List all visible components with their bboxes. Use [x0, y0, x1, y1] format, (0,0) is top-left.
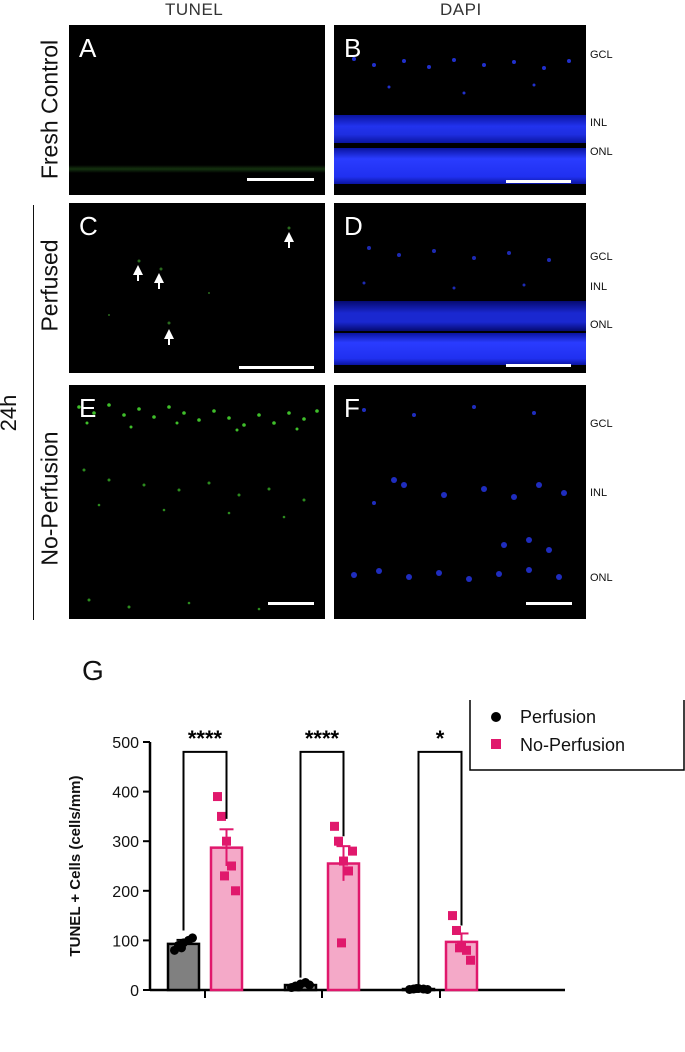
panel-label-b: B	[344, 33, 362, 63]
data-point	[220, 871, 229, 881]
row-label-no-perfusion: No-Perfusion	[36, 431, 63, 566]
layer-label-inl: INL	[590, 281, 608, 293]
scale-bar	[526, 602, 572, 605]
data-point	[217, 811, 226, 821]
data-point	[412, 984, 421, 994]
significance-bracket	[417, 750, 463, 986]
panel-label-c: C	[79, 211, 98, 241]
panel-c-tunel-perfused: C	[69, 203, 325, 373]
panel-label-d: D	[344, 211, 363, 241]
data-point	[466, 955, 475, 965]
legend-label: Perfusion	[520, 707, 596, 727]
panel-d-dapi-perfused: D	[334, 203, 586, 373]
panel-label-f: F	[344, 393, 360, 423]
significance-bracket	[299, 750, 345, 978]
data-point	[462, 945, 471, 955]
panel-e-tunel-no-perfusion: E	[69, 385, 325, 619]
layer-label-onl: ONL	[590, 572, 613, 584]
layer-label-gcl: GCL	[590, 251, 613, 263]
scale-bar	[506, 364, 571, 367]
panel-label-a: A	[79, 33, 97, 63]
data-point	[339, 856, 348, 866]
scale-bar	[247, 178, 314, 181]
significance-label: *	[436, 726, 445, 751]
data-point	[222, 836, 231, 846]
bracket-line	[33, 205, 34, 620]
time-label: 24h	[0, 394, 21, 432]
panel-f-dapi-no-perfusion: F	[334, 385, 586, 619]
y-tick-label: 0	[130, 983, 139, 1000]
data-point	[348, 846, 357, 856]
panel-a-tunel-fresh: A	[69, 25, 325, 195]
significance-label: ****	[188, 726, 223, 751]
data-point	[337, 938, 346, 948]
data-point	[452, 925, 461, 935]
x-tick-label: ONL	[413, 999, 449, 1000]
speckle-layer	[352, 57, 571, 95]
y-tick-label: 200	[112, 884, 139, 901]
column-title-tunel: TUNEL	[165, 0, 224, 19]
legend-label: No-Perfusion	[520, 735, 625, 755]
x-tick-label: INL	[301, 999, 331, 1000]
layer-label-inl: INL	[590, 117, 608, 129]
layer-label-gcl: GCL	[590, 49, 613, 61]
legend-box	[469, 700, 685, 771]
arrows	[108, 226, 294, 345]
x-tick-label: RGCL	[170, 999, 214, 1000]
significance-bracket	[182, 750, 228, 931]
data-point	[305, 980, 314, 990]
data-point	[448, 911, 457, 921]
layer-label-gcl: GCL	[590, 418, 613, 430]
data-point	[344, 866, 353, 876]
significance-label: ****	[305, 726, 340, 751]
y-tick-label: 500	[112, 735, 139, 752]
y-tick-label: 300	[112, 834, 139, 851]
y-tick-label: 100	[112, 933, 139, 950]
panel-b-dapi-fresh: B	[334, 25, 586, 195]
data-point	[213, 792, 222, 802]
data-point	[455, 943, 464, 953]
bar	[209, 846, 244, 992]
column-title-dapi: DAPI	[440, 0, 482, 19]
layer-label-inl: INL	[590, 487, 608, 499]
legend-marker	[491, 739, 501, 749]
data-point	[330, 821, 339, 831]
legend-marker	[491, 712, 501, 722]
data-point	[294, 982, 303, 992]
speckle-layer	[77, 403, 319, 611]
panel-label-g: G	[82, 655, 104, 686]
scale-bar	[239, 366, 314, 369]
scale-bar	[506, 180, 571, 183]
speckle-layer	[362, 246, 551, 290]
scale-bar	[268, 602, 314, 605]
data-point	[188, 933, 197, 943]
data-point	[423, 985, 432, 995]
bar-chart: 0 100 200 300 400 500 TUNEL + Cells (cells/mm)…	[67, 700, 685, 1000]
data-point	[334, 836, 343, 846]
data-point	[231, 886, 240, 896]
speckle-layer	[351, 405, 567, 582]
data-point	[227, 861, 236, 871]
data-point	[177, 943, 186, 953]
panel-label-e: E	[79, 393, 97, 423]
row-label-fresh-control: Fresh Control	[36, 39, 63, 180]
row-label-perfused: Perfused	[36, 239, 63, 332]
y-axis-label: TUNEL + Cells (cells/mm)	[67, 775, 84, 956]
y-tick-label: 400	[112, 785, 139, 802]
layer-label-onl: ONL	[590, 146, 613, 158]
bar	[326, 862, 361, 992]
layer-label-onl: ONL	[590, 319, 613, 331]
